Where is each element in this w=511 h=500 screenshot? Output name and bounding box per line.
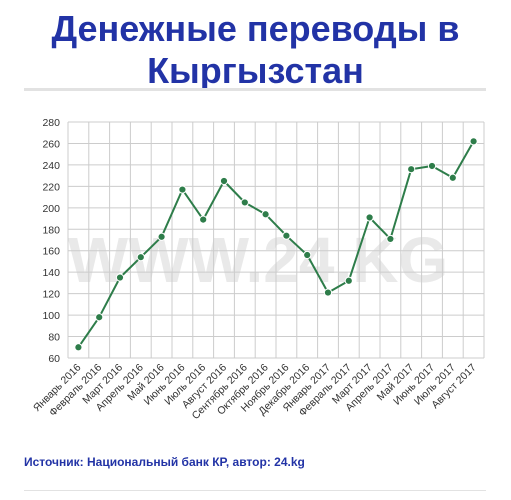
- data-point: [74, 343, 83, 352]
- data-point: [95, 313, 104, 322]
- data-point: [115, 273, 125, 282]
- y-tick-label: 60: [48, 353, 60, 365]
- y-tick-label: 80: [48, 332, 60, 344]
- title-divider: [24, 88, 486, 91]
- y-tick-label: 240: [42, 160, 60, 172]
- data-point: [386, 234, 395, 244]
- data-point: [448, 173, 457, 182]
- data-point: [469, 137, 478, 146]
- watermark-text: WWW.24.KG: [68, 224, 448, 296]
- chart-title: Денежные переводы в Кыргызстан: [51, 8, 460, 91]
- data-point: [199, 215, 208, 224]
- data-point: [136, 253, 145, 262]
- data-point: [282, 231, 291, 240]
- data-point: [178, 185, 187, 194]
- y-tick-label: 220: [42, 181, 60, 193]
- data-point: [303, 250, 312, 260]
- y-tick-label: 180: [42, 224, 60, 236]
- y-tick-label: 200: [42, 203, 60, 215]
- y-tick-label: 280: [42, 117, 60, 129]
- bottom-divider: [24, 490, 486, 491]
- y-tick-label: 100: [42, 310, 60, 322]
- y-tick-label: 120: [42, 289, 60, 301]
- y-tick-label: 140: [42, 267, 60, 279]
- y-tick-label: 260: [42, 138, 60, 150]
- data-point: [240, 198, 249, 207]
- data-point: [323, 288, 333, 297]
- series-line: [77, 140, 475, 348]
- data-point: [344, 276, 353, 285]
- source-note: Источник: Национальный банк КР, автор: 2…: [24, 455, 305, 469]
- line-chart: WWW.24.KG 60 80 100 120 140 160 180 200 220 240 260…: [31, 117, 485, 422]
- data-point: [219, 176, 229, 186]
- data-point: [157, 232, 166, 241]
- data-point: [407, 165, 416, 174]
- data-point: [365, 213, 374, 222]
- y-tick-label: 160: [42, 246, 60, 258]
- data-point: [261, 210, 270, 219]
- data-point: [427, 161, 437, 171]
